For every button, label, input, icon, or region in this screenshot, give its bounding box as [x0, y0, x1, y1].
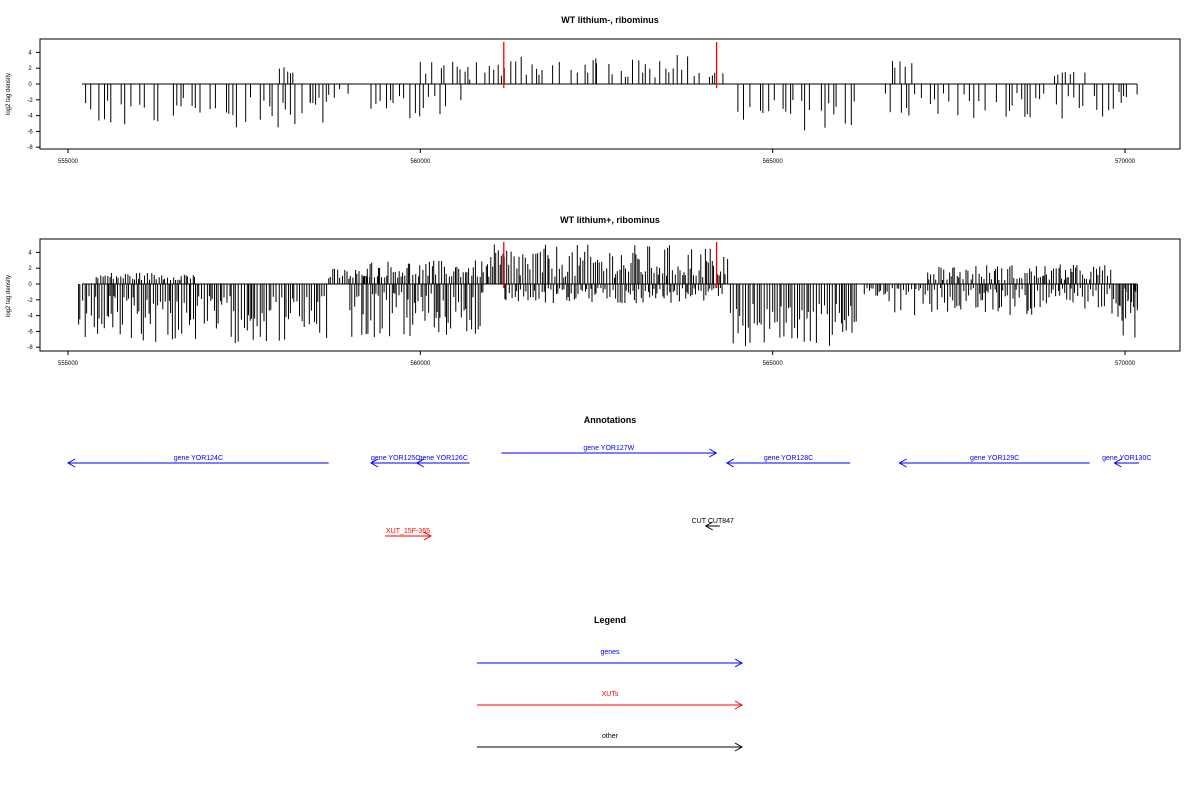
legend-item: other — [477, 733, 744, 752]
legend-label: genes — [600, 649, 620, 656]
y-axis-label: log2 tag density — [6, 275, 12, 317]
y-tick-label: -2 — [27, 98, 33, 104]
y-tick-label: -4 — [27, 314, 33, 320]
arrow-head — [704, 521, 713, 531]
feature-arrow: gene YOR125C — [369, 455, 421, 468]
y-tick-label: 2 — [28, 266, 32, 272]
panel-title: WT lithium-, ribominus — [561, 15, 659, 25]
y-tick-label: -6 — [27, 129, 33, 135]
feature-label: gene YOR129C — [970, 455, 1019, 462]
arrow-head — [415, 458, 425, 468]
feature-label: gene YOR130C — [1102, 455, 1151, 462]
feature-arrow: gene YOR126C — [415, 455, 470, 468]
feature-arrow: gene YOR130C — [1102, 455, 1151, 468]
x-tick-label: 565000 — [763, 361, 784, 367]
y-tick-label: -6 — [27, 329, 33, 335]
red-markers — [503, 42, 718, 88]
y-tick-label: 4 — [28, 50, 32, 56]
feature-arrow: XUT_15F-365 — [385, 528, 432, 541]
red-markers — [503, 242, 718, 288]
y-tick-label: 0 — [28, 282, 32, 288]
x-axis: 555000 560000 565000 570000 — [58, 350, 1136, 367]
x-tick-label: 565000 — [763, 159, 784, 165]
y-tick-label: -8 — [27, 345, 33, 351]
legend-title: Legend — [594, 615, 626, 625]
y-tick-label: -4 — [27, 114, 33, 120]
arrow-head — [734, 658, 744, 668]
legend-label: XUTs — [602, 691, 619, 698]
arrow-head — [734, 742, 744, 752]
legend-item: genes — [477, 649, 744, 668]
arrow-head — [709, 448, 718, 458]
track-panel-lithium-minus: WT lithium-, ribominus -8 -6 -4 -2 0 2 4 55500… — [6, 15, 1181, 165]
panel-title: WT lithium+, ribominus — [560, 215, 660, 225]
arrow-head — [898, 458, 907, 468]
y-tick-label: 2 — [28, 66, 32, 72]
feature-arrow: CUT CUT847 — [692, 518, 734, 531]
x-tick-label: 570000 — [1115, 361, 1136, 367]
x-tick-label: 560000 — [410, 361, 431, 367]
arrow-head — [734, 700, 744, 710]
annotations-panel: Annotations gene YOR124C gene YOR125Cgene… — [66, 415, 1151, 541]
track-panel-lithium-plus: WT lithium+, ribominus -8 -6 -4 -2 0 2 4 55500… — [6, 215, 1181, 367]
arrow-head — [66, 458, 76, 468]
legend-label: other — [602, 733, 619, 740]
feature-arrow: gene YOR128C — [725, 455, 851, 468]
x-axis: 555000 560000 565000 570000 — [58, 148, 1136, 165]
x-tick-label: 570000 — [1115, 159, 1136, 165]
arrow-head — [725, 458, 735, 468]
feature-label: gene YOR126C — [419, 455, 468, 462]
feature-arrow: gene YOR129C — [898, 455, 1090, 468]
x-tick-label: 555000 — [58, 361, 79, 367]
bars — [85, 55, 1138, 131]
y-axis: -8 -6 -4 -2 0 2 4 — [27, 50, 41, 151]
annotations-title: Annotations — [584, 415, 637, 425]
y-tick-label: -8 — [27, 145, 33, 151]
bars — [78, 244, 1138, 346]
legend-items: genes XUTs other — [477, 649, 744, 752]
x-tick-label: 560000 — [410, 159, 431, 165]
x-tick-label: 555000 — [58, 159, 79, 165]
arrow-head — [369, 458, 379, 468]
feature-label: gene YOR124C — [174, 455, 223, 462]
y-axis-label: log2 tag density — [6, 73, 12, 115]
feature-label: gene YOR128C — [764, 455, 813, 462]
y-tick-label: -2 — [27, 298, 33, 304]
feature-arrow: gene YOR127W — [501, 445, 718, 458]
feature-arrow: gene YOR124C — [66, 455, 329, 468]
feature-label: CUT CUT847 — [692, 518, 734, 525]
arrow-head — [1113, 458, 1122, 468]
legend-panel: Legend genes XUTs other — [477, 615, 744, 752]
feature-label: gene YOR127W — [583, 445, 634, 452]
y-tick-label: 4 — [28, 250, 32, 256]
y-axis: -8 -6 -4 -2 0 2 4 — [27, 250, 41, 351]
feature-label: XUT_15F-365 — [386, 528, 430, 535]
legend-item: XUTs — [477, 691, 744, 710]
arrow-head — [423, 531, 432, 541]
feature-label: gene YOR125C — [371, 455, 420, 462]
y-tick-label: 0 — [28, 82, 32, 88]
